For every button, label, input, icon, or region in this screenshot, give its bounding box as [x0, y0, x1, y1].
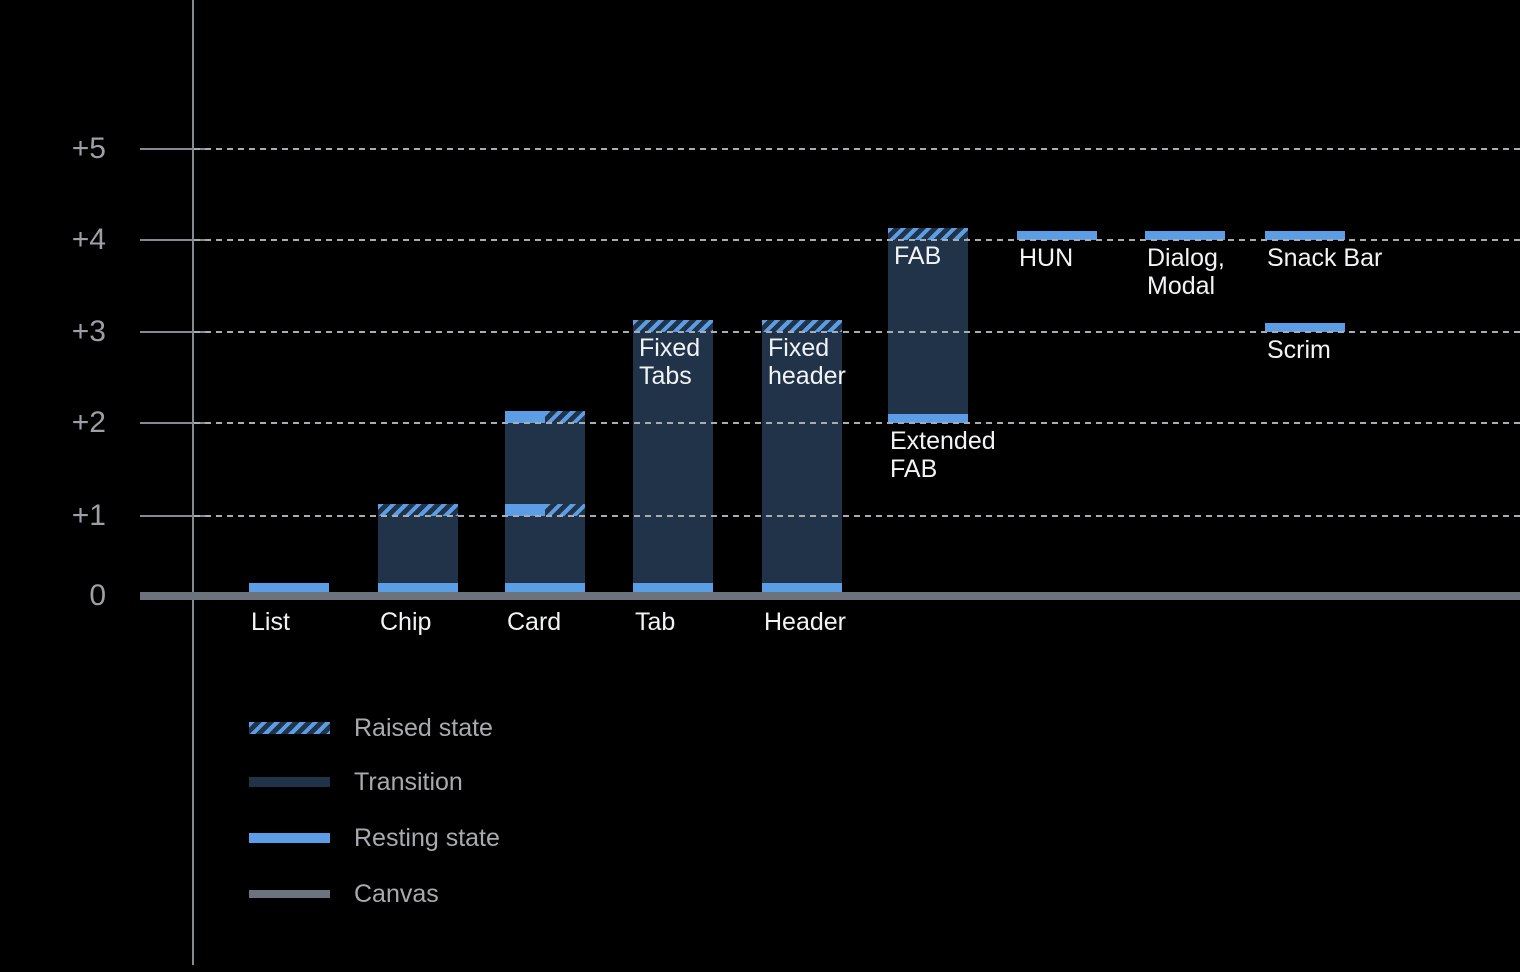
grid-line [194, 331, 1520, 333]
segment-resting [633, 583, 713, 592]
tick-label: +1 [71, 499, 106, 532]
grid-line [194, 422, 1520, 424]
segment-resting [505, 583, 585, 592]
bar-label: FAB [894, 242, 942, 270]
note-label: Snack Bar [1267, 244, 1383, 272]
legend-label: Raised state [354, 714, 493, 742]
segment-raised [762, 320, 842, 332]
bar-label: Fixed header [768, 334, 846, 390]
note-label: Scrim [1267, 336, 1331, 364]
axis-tick [140, 331, 206, 333]
segment-resting [762, 583, 842, 592]
category-label: List [251, 608, 290, 636]
segment-transition [633, 332, 713, 592]
segment-resting [1265, 231, 1345, 240]
tick-label: +3 [71, 315, 106, 348]
bar-label: Fixed Tabs [639, 334, 701, 390]
legend-swatch-transition [249, 777, 330, 787]
axis-tick [140, 422, 206, 424]
tick-label: +2 [71, 406, 106, 439]
segment-resting [1265, 323, 1345, 332]
category-label: Card [507, 608, 562, 636]
segment-transition [762, 332, 842, 592]
segment-raised [633, 320, 713, 332]
note-label: Dialog, Modal [1147, 244, 1225, 300]
segment-transition [378, 516, 458, 592]
segment-raised-half [545, 504, 585, 516]
legend-label: Canvas [354, 880, 439, 908]
note-label: Extended FAB [890, 427, 996, 483]
canvas-baseline [140, 592, 1520, 600]
axis-tick [140, 239, 206, 241]
segment-resting [1145, 231, 1225, 240]
legend-label: Resting state [354, 824, 500, 852]
segment-raised [378, 504, 458, 516]
grid-line [194, 148, 1520, 150]
note-label: HUN [1019, 244, 1074, 272]
legend-swatch-canvas [249, 890, 330, 898]
segment-resting-half [505, 411, 545, 423]
segment-resting [378, 583, 458, 592]
segment-resting [888, 414, 968, 423]
category-label: Header [764, 608, 846, 636]
legend-label: Transition [354, 768, 463, 796]
segment-resting [1017, 231, 1097, 240]
category-label: Chip [380, 608, 432, 636]
legend-swatch-raised [249, 722, 330, 734]
axis-tick [140, 515, 206, 517]
segment-raised-half [545, 411, 585, 423]
axis-tick [140, 148, 206, 150]
segment-resting [249, 583, 329, 592]
tick-label: +4 [71, 223, 106, 256]
tick-label: 0 [89, 579, 106, 612]
tick-label: +5 [71, 132, 106, 165]
y-axis-line [192, 0, 194, 965]
grid-line [194, 239, 1520, 241]
category-label: Tab [635, 608, 676, 636]
segment-raised [888, 228, 968, 240]
segment-resting-half [505, 504, 545, 516]
legend-swatch-resting [249, 833, 330, 843]
grid-line [194, 515, 1520, 517]
